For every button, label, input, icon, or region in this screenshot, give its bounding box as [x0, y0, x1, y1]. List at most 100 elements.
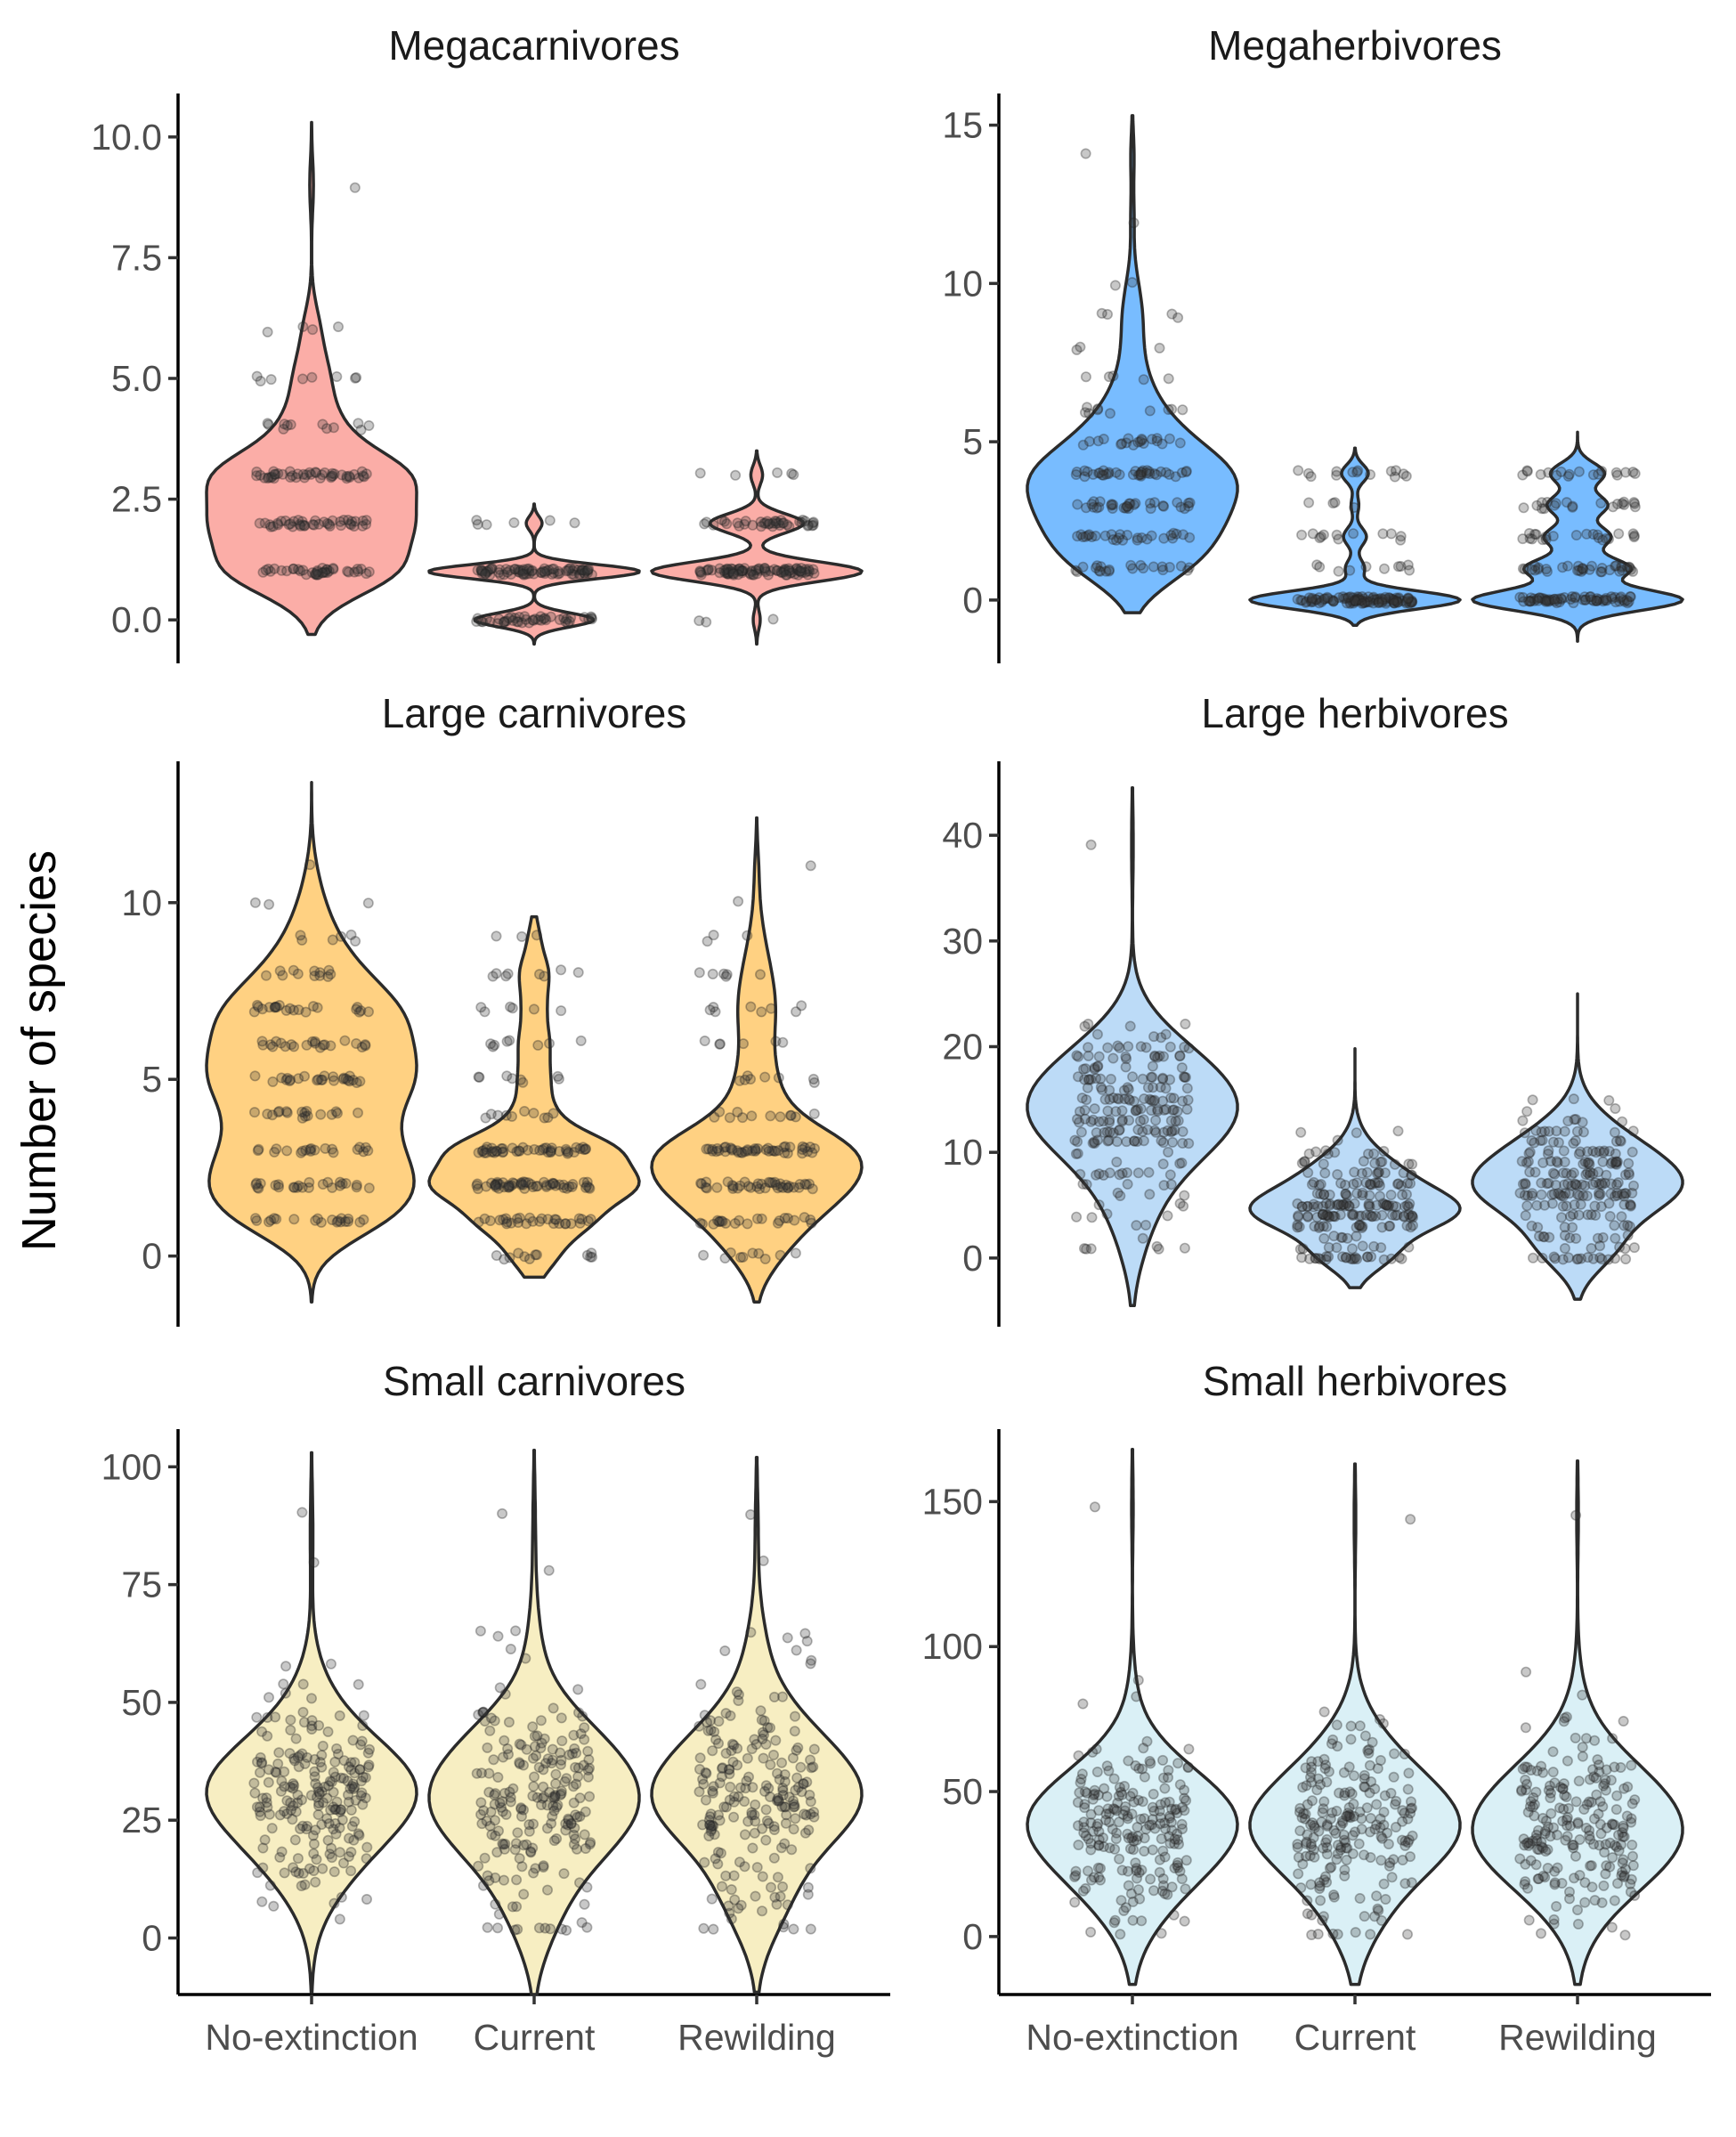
violin-current [427, 502, 641, 646]
data-point [1597, 1156, 1609, 1167]
data-point [305, 1790, 317, 1801]
data-point [1169, 1125, 1180, 1136]
data-point [256, 1896, 268, 1907]
data-point [266, 1109, 278, 1121]
data-point [1157, 1754, 1169, 1766]
data-point [494, 564, 506, 575]
data-point [1615, 592, 1626, 604]
data-point [783, 563, 794, 574]
data-point [1579, 1897, 1591, 1908]
data-point [1344, 597, 1356, 609]
data-point [1528, 1252, 1539, 1264]
data-point [541, 565, 553, 577]
data-point [523, 617, 535, 629]
data-point [327, 934, 338, 946]
data-point [789, 1710, 800, 1722]
data-point [1539, 595, 1551, 606]
data-point [1402, 1837, 1414, 1849]
data-point [1302, 1210, 1313, 1222]
data-point [1073, 1750, 1084, 1761]
data-point [1333, 565, 1344, 577]
data-point [251, 1756, 263, 1767]
data-point [1373, 596, 1384, 607]
data-point [1618, 594, 1629, 605]
data-point [1615, 1839, 1626, 1850]
data-point [802, 1881, 814, 1893]
data-point [1348, 1208, 1359, 1220]
data-point [509, 564, 521, 575]
data-point [1531, 1199, 1543, 1211]
data-point [1178, 1200, 1189, 1212]
data-point [1318, 1232, 1330, 1244]
data-point [1349, 1166, 1360, 1178]
data-point [796, 562, 807, 573]
data-point [794, 565, 806, 577]
data-point [1521, 1200, 1533, 1212]
data-point [732, 517, 743, 529]
data-point [1354, 1893, 1366, 1905]
data-point [714, 1106, 726, 1117]
data-point [479, 1006, 491, 1018]
data-point [315, 1074, 327, 1085]
data-point [275, 1037, 287, 1049]
data-point [1574, 1870, 1586, 1881]
data-point [563, 1147, 574, 1158]
data-point [755, 521, 767, 532]
data-point [1332, 1134, 1343, 1146]
data-point [1083, 1050, 1094, 1061]
data-point [1563, 1188, 1575, 1199]
data-point [1107, 499, 1119, 510]
data-point [582, 1765, 594, 1776]
data-point [516, 617, 528, 629]
data-point [1562, 470, 1574, 482]
data-point [755, 516, 767, 528]
data-point [1578, 1804, 1590, 1816]
data-point [1525, 595, 1537, 606]
data-point [1379, 1167, 1391, 1179]
data-point [1349, 596, 1360, 607]
data-point [585, 1214, 596, 1225]
data-point [277, 468, 288, 480]
data-point [281, 565, 293, 577]
data-point [1072, 1113, 1083, 1125]
data-point [1610, 467, 1622, 478]
data-point [259, 517, 271, 529]
data-point [1182, 497, 1194, 508]
data-point [491, 930, 502, 942]
data-point [288, 1182, 299, 1193]
data-point [325, 472, 337, 483]
data-point [1159, 1851, 1171, 1863]
data-point [475, 564, 487, 575]
data-point [318, 516, 329, 528]
data-point [1306, 592, 1318, 604]
data-point [1174, 1198, 1186, 1209]
data-point [1351, 594, 1363, 605]
data-point [1383, 1199, 1395, 1211]
data-point [1141, 465, 1153, 476]
data-point [1368, 591, 1380, 603]
y-tick-label: 5 [962, 421, 983, 462]
data-point [767, 613, 779, 625]
data-point [1580, 1733, 1592, 1744]
data-point [1385, 466, 1397, 477]
data-point [1393, 1252, 1405, 1264]
data-point [1091, 562, 1102, 573]
data-point [735, 1147, 747, 1158]
data-point [547, 1177, 558, 1189]
data-point [1316, 596, 1327, 607]
data-point [1562, 560, 1574, 572]
data-point [1342, 1842, 1353, 1854]
data-point [1343, 1761, 1355, 1773]
data-point [785, 1109, 797, 1121]
data-point [1167, 532, 1179, 544]
data-point [1540, 533, 1552, 545]
data-point [538, 1860, 549, 1872]
data-point [1342, 1232, 1353, 1244]
data-point [560, 1218, 572, 1230]
data-point [581, 1249, 593, 1261]
data-point [1359, 1911, 1370, 1922]
data-point [357, 515, 369, 526]
data-point [1080, 371, 1091, 383]
data-point [559, 1218, 571, 1230]
data-point [479, 1852, 491, 1864]
